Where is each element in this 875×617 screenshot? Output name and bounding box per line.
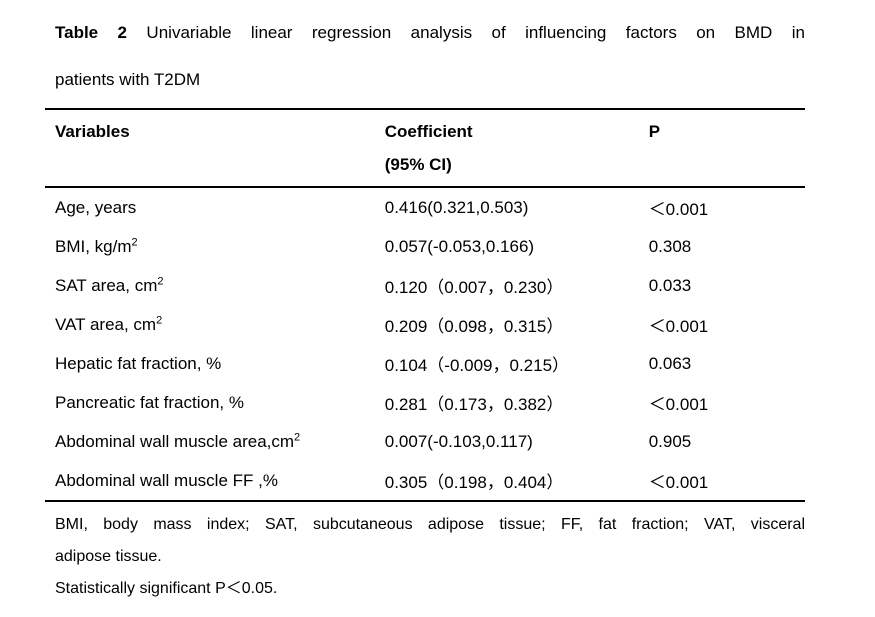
cell-variable: Hepatic fat fraction, % [55,353,222,373]
cell-variable: Pancreatic fat fraction, % [55,392,244,412]
superscript: 2 [156,313,163,326]
cell-p: 0.308 [648,236,692,256]
regression-table: Variables Coefficient (95% CI) P Age, ye… [45,108,805,502]
cell-variable: Abdominal wall muscle FF ,% [55,470,278,490]
cell-coefficient: 0.057(-0.053,0.166) [384,236,535,256]
table-title-text: Univariable linear regression analysis o… [127,23,805,42]
table-row: Pancreatic fat fraction, % 0.281（0.173，0… [45,383,805,422]
table-footnotes: BMI, body mass index; SAT, subcutaneous … [55,509,805,605]
cell-p: 0.905 [648,431,692,451]
cell-coefficient: 0.007(-0.103,0.117) [384,431,533,451]
cell-p: 0.063 [648,353,692,373]
table-title-line1: Table 2 Univariable linear regression an… [55,22,805,44]
significance-note: Statistically significant P＜0.05. [55,580,278,597]
header-coefficient: Coefficient (95% CI) [385,109,649,187]
cell-coefficient: 0.416(0.321,0.503) [384,197,529,217]
table-row: Age, years 0.416(0.321,0.503) ＜0.001 [45,187,805,227]
table-figure: Table 2 Univariable linear regression an… [45,22,805,605]
abbreviations-note-line2: adipose tissue. [55,548,162,565]
table-row: Hepatic fat fraction, % 0.104（-0.009，0.2… [45,344,805,383]
header-coefficient-line2: (95% CI) [384,155,452,174]
table-row: BMI, kg/m2 0.057(-0.053,0.166) 0.308 [45,227,805,266]
header-row: Variables Coefficient (95% CI) P [45,109,805,187]
table-number-label: Table 2 [55,23,128,42]
cell-p: ＜0.001 [648,395,709,414]
header-coefficient-line1: Coefficient [384,122,473,141]
cell-coefficient: 0.281（0.173，0.382） [384,395,564,414]
abbreviations-note-line1: BMI, body mass index; SAT, subcutaneous … [55,516,805,533]
table-row: SAT area, cm2 0.120（0.007，0.230） 0.033 [45,266,805,305]
cell-p: ＜0.001 [648,473,709,492]
header-variables: Variables [55,122,130,141]
cell-variable: BMI, kg/m2 [55,235,138,256]
table-row: Abdominal wall muscle FF ,% 0.305（0.198，… [45,461,805,501]
cell-variable: SAT area, cm2 [55,274,164,295]
superscript: 2 [157,274,164,287]
superscript: 2 [131,235,138,248]
table-row: Abdominal wall muscle area,cm2 0.007(-0.… [45,422,805,461]
superscript: 2 [294,430,301,443]
header-p: P [648,122,661,141]
cell-variable: VAT area, cm2 [55,313,163,334]
cell-variable: Age, years [55,197,137,217]
cell-p: ＜0.001 [648,200,709,219]
table-header: Variables Coefficient (95% CI) P [45,109,805,187]
cell-variable: Abdominal wall muscle area,cm2 [55,430,301,451]
cell-p: ＜0.001 [648,317,709,336]
table-title-line2: patients with T2DM [55,70,201,89]
cell-coefficient: 0.209（0.098，0.315） [384,317,564,336]
table-row: VAT area, cm2 0.209（0.098，0.315） ＜0.001 [45,305,805,344]
table-body: Age, years 0.416(0.321,0.503) ＜0.001 BMI… [45,187,805,501]
cell-coefficient: 0.120（0.007，0.230） [384,278,564,297]
cell-p: 0.033 [648,275,692,295]
cell-coefficient: 0.305（0.198，0.404） [384,473,564,492]
cell-coefficient: 0.104（-0.009，0.215） [384,356,570,375]
